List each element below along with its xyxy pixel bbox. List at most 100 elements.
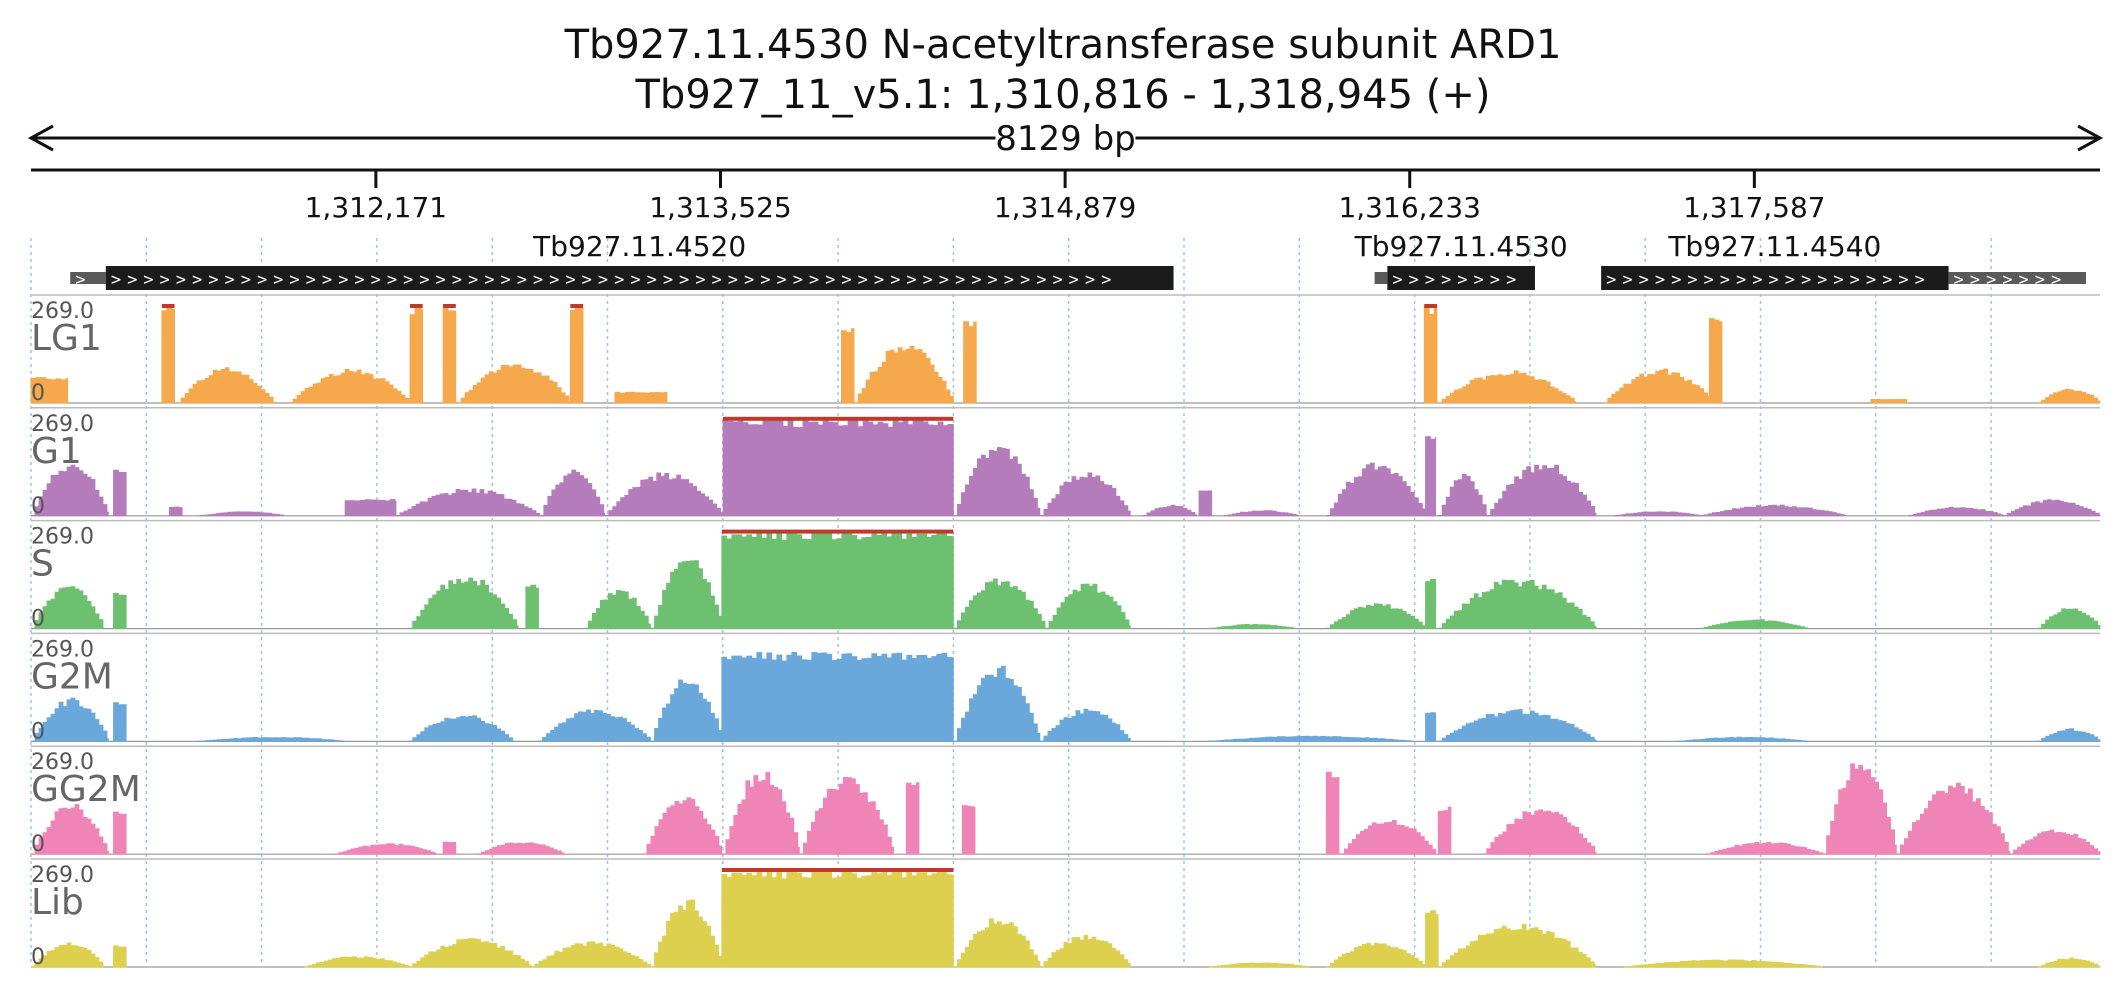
gene-utr	[1374, 272, 1388, 284]
coverage-peak	[905, 782, 920, 855]
coverage-peak	[395, 488, 541, 517]
coverage-peak	[1700, 619, 1808, 629]
track-ymax-label: 269.0	[31, 525, 94, 550]
track-g1: 269.0G1 0	[30, 407, 2101, 519]
clipped-marker	[443, 304, 456, 308]
coverage-peak	[650, 560, 723, 629]
coverage-peak	[952, 447, 1041, 517]
gene-cds	[105, 266, 1174, 290]
clipped-marker	[721, 868, 954, 872]
track-ymax-label: 269.0	[31, 299, 94, 324]
coverage-peak	[30, 942, 104, 968]
coverage-peak	[1437, 579, 1597, 629]
axis-tick-label: 1,316,233	[1338, 191, 1481, 224]
clipped-marker	[721, 529, 954, 534]
coverage-peak	[1208, 624, 1297, 629]
strand-chevrons-icon: >	[75, 270, 91, 290]
coverage-peak	[113, 702, 127, 742]
coverage-peak	[408, 577, 519, 629]
clipped-marker	[161, 304, 175, 308]
coverage-peak	[197, 737, 346, 742]
coverage-peak	[1425, 712, 1437, 742]
coverage-peak	[952, 578, 1046, 629]
coverage-peak	[408, 938, 532, 968]
track-ymax-label: 269.0	[31, 863, 94, 888]
coverage-peak	[2009, 829, 2101, 855]
track-ymin-label: 0	[31, 607, 45, 632]
coverage-peak	[963, 321, 977, 404]
coverage-peak	[1706, 841, 1824, 855]
axis-tick-label: 1,317,587	[1683, 191, 1826, 224]
clipped-marker	[1424, 304, 1437, 308]
coverage-peak	[2037, 957, 2101, 968]
gene-label: Tb927.11.4530	[1354, 230, 1568, 263]
coverage-peak	[538, 709, 651, 742]
coverage-peak	[442, 307, 457, 404]
coverage-peak	[961, 805, 976, 855]
track-ymin-label: 0	[31, 945, 45, 970]
gene-Tb927-11-4540[interactable]: >>>>>>>>>>>>>>>>>>>> >>>>>>>Tb927.11.4540	[1601, 230, 2087, 290]
region-subtitle: Tb927_11_v5.1: 1,310,816 - 1,318,945 (+)	[635, 72, 1491, 118]
coverage-peak	[642, 797, 723, 855]
coverage-peak	[650, 679, 723, 742]
coverage-peak	[1425, 436, 1437, 517]
coverage-peak	[798, 777, 895, 855]
coverage-peak	[2037, 608, 2101, 629]
coverage-peak	[113, 593, 127, 629]
coverage-peak	[1895, 782, 2011, 855]
track-ymin-label: 0	[31, 381, 45, 406]
coverage-peak	[113, 811, 127, 855]
ruler: 8129 bp 1,312,171 1,313,525 1,314,879 1,316,…	[27, 118, 2104, 962]
gene-cds	[1387, 266, 1535, 290]
coverage-peak	[30, 377, 69, 404]
clipped-marker	[409, 304, 423, 308]
coverage-peak	[1142, 504, 1197, 517]
coverage-peak	[408, 715, 514, 742]
length-label-bg	[995, 118, 1136, 158]
coverage-peak	[721, 772, 800, 855]
strand-chevrons-icon: >>>>>>>	[1954, 270, 2068, 290]
coverage-peak	[1198, 490, 1213, 517]
figure-title: Tb927.11.4530 N-acetyltransferase subuni…	[564, 22, 1562, 68]
coverage-peak	[1325, 942, 1426, 968]
track-ymin-label: 0	[31, 719, 45, 744]
track-ymin-label: 0	[31, 494, 45, 519]
coverage-peak	[1437, 473, 1487, 517]
track-name-label: G1	[31, 431, 82, 472]
coverage-peak	[1613, 511, 1701, 517]
coverage-peak	[721, 868, 954, 968]
coverage-peak	[569, 307, 584, 404]
coverage-peak	[1208, 962, 1309, 968]
strand-chevrons-icon: >>>>>>>>>>>>>>>>>>>>>>>>>>>>>>>>>>>>>>>>…	[111, 270, 1118, 290]
coverage-peak	[650, 899, 723, 968]
gene-track: > >>>>>>>>>>>>>>>>>>>>>>>>>>>>>>>>>>>>>>>…	[70, 230, 2087, 290]
strand-chevrons-icon: >>>>>>>>	[1392, 270, 1522, 290]
coverage-peak	[539, 469, 606, 517]
gene-cds	[1601, 266, 1949, 290]
track-ymax-label: 269.0	[31, 750, 94, 775]
track-name-label: GG2M	[31, 769, 141, 810]
coverage-peak	[2037, 388, 2101, 404]
coverage-peak	[840, 328, 855, 404]
coverage-peak	[1437, 370, 1577, 404]
coverage-peak	[1870, 399, 1908, 404]
length-label: 8129 bp	[995, 119, 1136, 159]
coverage-peak	[1708, 318, 1723, 404]
coverage-peak	[2037, 728, 2101, 742]
gene-Tb927-11-4520[interactable]: > >>>>>>>>>>>>>>>>>>>>>>>>>>>>>>>>>>>>>>>…	[70, 230, 1174, 290]
track-name-label: LG1	[31, 318, 102, 359]
coverage-peak	[721, 652, 954, 742]
coverage-peak	[1603, 368, 1714, 404]
coverage-peak	[176, 367, 275, 404]
clipped-marker	[723, 416, 954, 421]
coverage-peak	[303, 956, 410, 968]
coverage-peak	[169, 506, 183, 517]
coverage-peak	[2002, 499, 2101, 517]
gene-Tb927-11-4530[interactable]: >>>>>>>> Tb927.11.4530	[1354, 230, 1568, 290]
coverage-peak	[1039, 708, 1131, 742]
coverage-peak	[525, 584, 539, 629]
axis-tick-label: 1,314,879	[994, 191, 1137, 224]
